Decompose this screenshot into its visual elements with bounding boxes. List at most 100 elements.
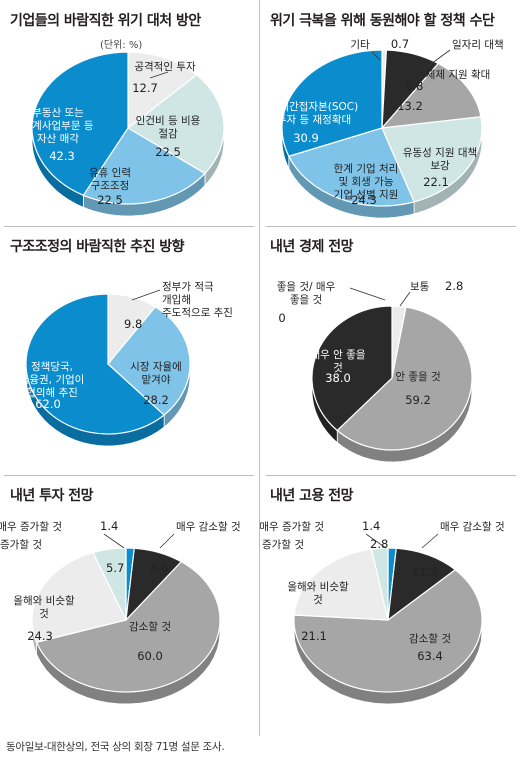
leader-line <box>371 51 381 61</box>
slice-value: 8.6 <box>150 561 168 575</box>
chart-title: 위기 극복을 위해 동원해야 할 정책 수단 <box>270 13 495 29</box>
slice-label: 보통 <box>410 281 430 293</box>
slice-value: 13.2 <box>397 99 423 113</box>
leader-line <box>149 71 169 79</box>
row-divider <box>4 475 254 476</box>
pie-slice <box>381 116 483 203</box>
slice-value: 62.0 <box>35 397 61 411</box>
slice-value: 0 <box>278 311 285 325</box>
slice-value: 1.4 <box>362 519 380 533</box>
slice-label: 매우 증가할 것 <box>0 521 62 533</box>
pie-slice <box>370 547 389 621</box>
source-note: 동아일보-대한상의, 전국 상의 회장 71명 설문 조사. <box>6 741 225 753</box>
chart-title: 구조조정의 바람직한 추진 방향 <box>10 239 185 255</box>
slice-label: 공격적인 투자 <box>134 60 196 73</box>
slice-label: 일자리 대책 <box>452 38 504 51</box>
slice-label: 인건비 등 비용 절감 <box>136 115 201 140</box>
slice-value: 1.4 <box>100 519 118 533</box>
slice-value: 8.8 <box>405 79 423 93</box>
slice-label: 유휴 인력 구조조정 <box>89 167 131 192</box>
slice-value: 2.8 <box>370 537 388 551</box>
pie-slice <box>92 547 127 621</box>
slice-value: 5.7 <box>106 561 124 575</box>
slice-value: 22.5 <box>97 193 123 207</box>
slice-label: 매우 증가할 것 <box>259 521 324 533</box>
pie-slice <box>25 293 166 435</box>
slice-value: 22.5 <box>155 145 181 159</box>
pie-chart-3: 좋을 것/ 매우 좋을 것 0 보통 2.8 안 좋을 것 59.2 매우 안 좋을 것38.0 <box>277 279 473 463</box>
slice-value: 28.2 <box>143 393 169 407</box>
leader-line <box>131 289 161 301</box>
slice-label: 감소할 것 <box>409 633 451 645</box>
pie-chart-4: 매우 증가할 것 1.4 매우 감소할 것 8.6 감소할 것 60.0 올해와 비슷할 것 2… <box>0 519 241 705</box>
unit-note: (단위: %) <box>100 40 143 51</box>
slice-label: 좋을 것/ 매우 좋을 것 <box>277 281 336 306</box>
slice-value: 60.0 <box>137 649 163 663</box>
slice-label: 매우 감소할 것 <box>176 521 241 533</box>
slice-label: 안 좋을 것 <box>395 371 440 383</box>
row-divider <box>4 226 254 227</box>
pie-slice <box>35 560 221 693</box>
slice-label: 시장 자율에 맡겨야 <box>130 361 182 386</box>
pie-slice <box>31 51 129 197</box>
slice-label: 한계 기업 처리 및 회생 가능 기업 선별 지원 <box>334 162 399 201</box>
chart-title: 내년 고용 전망 <box>270 488 354 504</box>
slice-value: 38.0 <box>325 371 351 385</box>
chart-title: 내년 투자 전망 <box>10 488 94 504</box>
slice-label: 올해와 비슷할 것 <box>287 580 349 606</box>
pie-slice <box>107 306 191 416</box>
slice-label: 증가할 것 <box>262 539 304 551</box>
slice-label: 감소할 것 <box>129 621 171 633</box>
slice-value: 0.7 <box>391 37 409 51</box>
leader-line <box>399 291 411 307</box>
chart-title: 내년 경제 전망 <box>270 239 354 255</box>
slice-value: 63.4 <box>417 649 443 663</box>
pie-slice <box>293 548 389 621</box>
pie-slice <box>126 74 225 175</box>
slice-label: 유동성 지원 대책 보강 <box>403 147 477 172</box>
chart-title: 기업들의 바람직한 위기 대처 방안 <box>10 13 201 29</box>
slice-label: 정책당국, 금융권, 기업이 협의해 추진 <box>20 361 85 399</box>
pie-slice <box>293 568 483 693</box>
row-divider <box>266 475 516 476</box>
pie-slice <box>387 547 457 622</box>
slice-value: 42.3 <box>49 149 75 163</box>
leader-line <box>419 49 451 73</box>
leader-line <box>159 533 175 549</box>
slice-label: 세제 지원 확대 <box>426 68 491 81</box>
slice-value: 24.3 <box>27 629 53 643</box>
leader-line <box>421 533 439 549</box>
pie-slice <box>336 306 473 451</box>
slice-label: 올해와 비슷할 것 <box>13 594 75 620</box>
leader-line <box>103 533 125 549</box>
pie-chart-1: 기타 0.7 일자리 대책 8.8세제 지원 확대 13.2 유동성 지원 대책 보강 22.… <box>270 37 504 219</box>
slice-value: 9.8 <box>124 317 142 331</box>
pie-slice <box>311 305 393 432</box>
slice-value: 59.2 <box>405 393 431 407</box>
pie-chart-5: 매우 증가할 것 1.4 매우 감소할 것 11.3 감소할 것 63.4 올해와 비슷할 것… <box>259 519 505 705</box>
row-divider <box>266 226 516 227</box>
slice-label: 부동산 또는 한계사업부문 등 자산 매각 <box>23 107 94 145</box>
slice-label: 매우 안 좋을 것 <box>311 349 366 374</box>
pie-slice <box>380 62 482 129</box>
pie-slice <box>287 127 415 207</box>
slice-label: 증가할 것 <box>0 539 42 551</box>
slice-value: 22.1 <box>423 175 449 189</box>
slice-value: 2.8 <box>445 279 463 293</box>
pie-slice <box>31 551 127 643</box>
slice-label: 매우 감소할 것 <box>440 521 505 533</box>
pie-slice <box>281 49 383 157</box>
pie-slice <box>127 51 198 130</box>
slice-label: 사회간접자본(SOC) 투자 등 재정확대 <box>270 101 358 126</box>
leader-line <box>349 287 386 301</box>
slice-label: 기타 <box>350 39 370 51</box>
slice-value: 11.3 <box>412 565 438 579</box>
pie-slice <box>82 127 206 205</box>
leader-line <box>365 533 387 549</box>
pie-chart-2: 정부가 적극 개입해 주도적으로 추진 9.8 시장 자율에 맡겨야 28.2 정책당국, 금융… <box>20 281 233 447</box>
slice-value: 12.7 <box>132 81 158 95</box>
slice-value: 24.3 <box>351 193 377 207</box>
column-divider <box>259 0 260 736</box>
